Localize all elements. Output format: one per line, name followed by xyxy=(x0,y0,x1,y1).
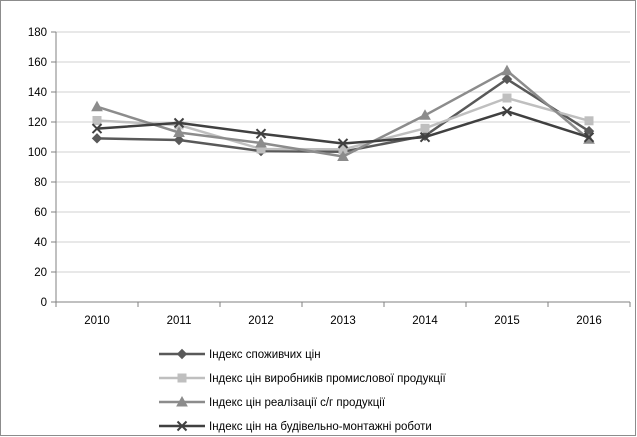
data-point xyxy=(583,132,595,143)
data-point xyxy=(255,128,267,139)
data-point xyxy=(337,138,349,149)
y-tick-label: 80 xyxy=(34,177,47,189)
legend-label: Індекс цін виробників промислової продук… xyxy=(209,373,447,385)
legend-label: Індекс цін на будівельно-монтажні роботи xyxy=(209,421,432,433)
data-point xyxy=(419,131,431,143)
y-tick-label: 180 xyxy=(28,27,47,39)
x-tick-label: 2015 xyxy=(494,315,520,327)
legend-item: Індекс споживчих цін xyxy=(159,348,321,361)
data-point xyxy=(173,117,185,129)
series-3 xyxy=(91,64,595,161)
x-tick-label: 2013 xyxy=(330,315,356,327)
y-tick-label: 100 xyxy=(28,147,47,159)
legend-item: Індекс цін виробників промислової продук… xyxy=(159,373,447,385)
data-point xyxy=(337,150,349,161)
series-line xyxy=(96,77,590,153)
y-tick-label: 0 xyxy=(41,297,47,309)
data-point xyxy=(501,64,513,76)
y-tick-label: 120 xyxy=(28,117,47,129)
data-point xyxy=(91,123,103,134)
data-point xyxy=(173,134,185,146)
data-point xyxy=(91,100,103,112)
x-tick-label: 2010 xyxy=(84,315,110,327)
legend-marker xyxy=(176,420,188,432)
data-point xyxy=(584,116,594,126)
data-point xyxy=(501,106,513,117)
axes: 0 20 40 60 80 100 120 140 160 180 2010 2011 2012 2013… xyxy=(28,27,631,327)
data-point xyxy=(173,126,185,137)
legend-marker xyxy=(176,348,188,360)
data-point xyxy=(419,109,431,120)
legend-item: Індекс цін на будівельно-монтажні роботи xyxy=(159,420,432,433)
y-tick-label: 20 xyxy=(34,267,47,279)
data-point xyxy=(502,93,512,103)
legend-marker xyxy=(177,373,187,383)
x-tick-label: 2016 xyxy=(576,315,602,327)
data-point xyxy=(420,123,430,133)
data-point xyxy=(92,116,102,125)
y-tick-label: 60 xyxy=(34,207,47,219)
series-lines xyxy=(91,64,595,161)
legend-label: Індекс цін реалізації с/г продукції xyxy=(209,397,386,409)
y-tick-label: 140 xyxy=(28,87,47,99)
data-point xyxy=(255,136,267,148)
series-2 xyxy=(92,93,594,154)
legend-item: Індекс цін реалізації с/г продукції xyxy=(159,395,386,409)
legend: Індекс споживчих цін Індекс цін виробникі… xyxy=(159,348,447,433)
y-tick-label: 40 xyxy=(34,237,47,249)
x-tick-label: 2014 xyxy=(412,315,438,327)
legend-label: Індекс споживчих цін xyxy=(209,349,321,361)
data-point xyxy=(91,133,103,144)
x-tick-label: 2012 xyxy=(248,315,274,327)
legend-marker xyxy=(176,395,188,407)
x-tick-label: 2011 xyxy=(167,315,192,327)
data-point xyxy=(501,73,513,85)
y-tick-label: 160 xyxy=(28,57,47,69)
series-4 xyxy=(91,106,595,149)
